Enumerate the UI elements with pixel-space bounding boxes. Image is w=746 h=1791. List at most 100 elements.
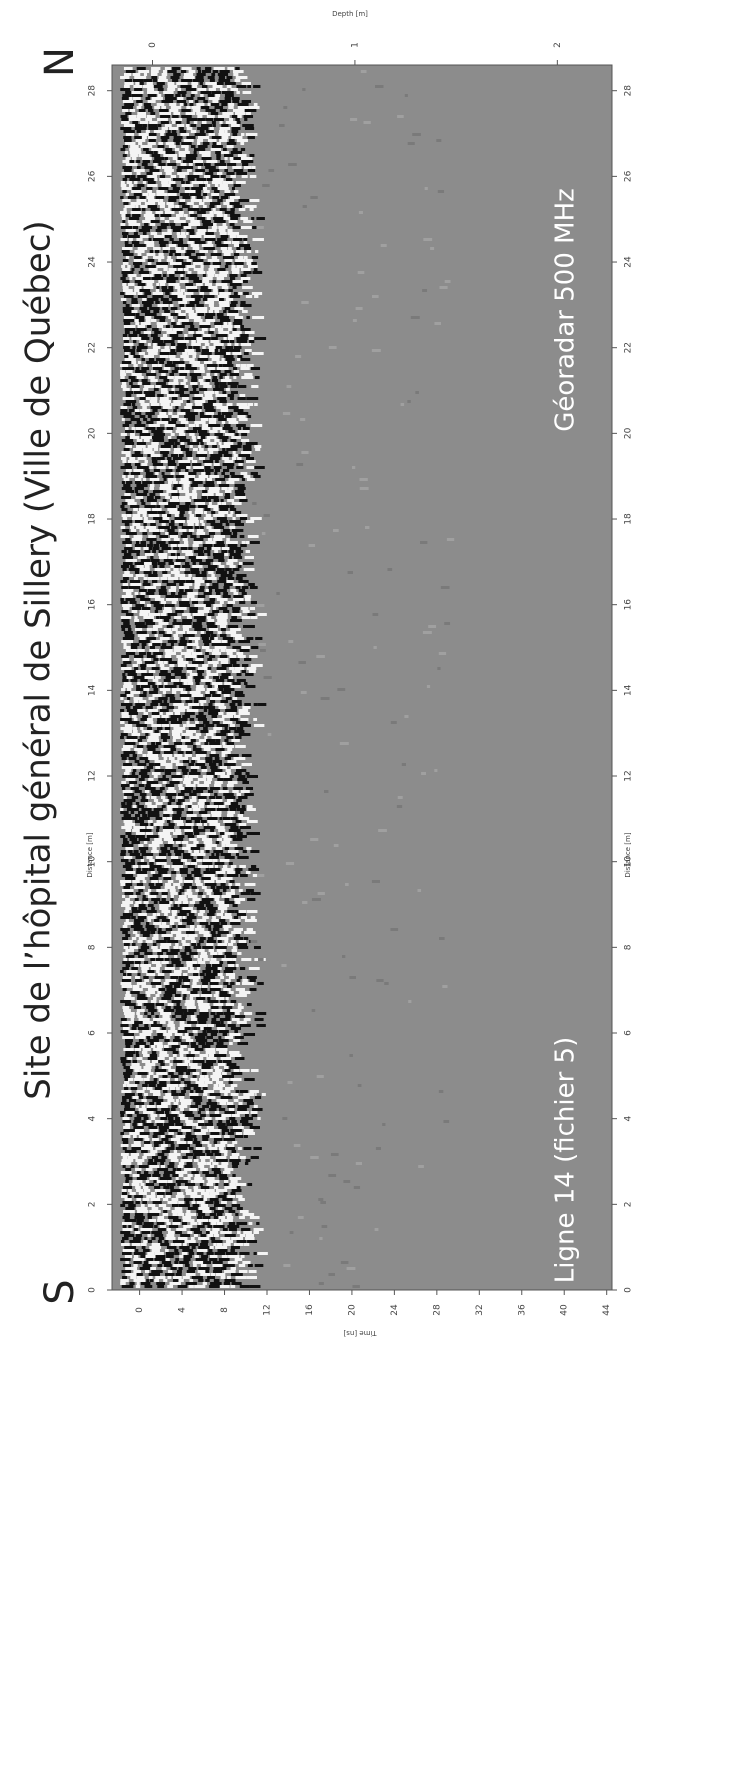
reflection-band [152,508,162,511]
reflection-band [152,256,165,259]
reflection-band [228,571,235,574]
reflection-band [161,898,166,901]
reflection-band [169,223,176,226]
reflection-band [132,523,141,526]
reflection-band [200,382,210,385]
reflection-band [143,1153,156,1156]
reflection-band [121,118,129,121]
reflection-band [228,1210,236,1213]
reflection-band [129,457,136,460]
reflection-band [240,367,250,370]
reflection-band [125,1168,132,1171]
reflection-band [185,286,198,289]
reflection-band [122,220,126,223]
reflection-band [131,967,138,970]
reflection-band [156,1030,167,1033]
reflection-band [217,268,226,271]
reflection-band [126,1111,135,1114]
reflection-band [135,976,140,979]
reflection-band [161,724,170,727]
reflection-band [152,874,162,877]
reflection-band [147,142,156,145]
reflection-band [247,898,256,901]
reflection-band [161,547,171,550]
reflection-band [216,724,229,727]
reflection-band [204,394,213,397]
reflection-band [177,91,187,94]
reflection-band [147,190,152,193]
reflection-band [181,1036,191,1039]
reflection-band [138,784,145,787]
reflection-band [204,391,215,394]
reflection-band [159,1129,168,1132]
reflection-band [208,490,220,493]
reflection-band [159,544,168,547]
reflection-band [163,619,170,622]
reflection-band [246,1003,252,1006]
reflection-band [184,349,195,352]
reflection-band [189,433,195,436]
reflection-band [198,805,205,808]
reflection-band [146,604,152,607]
reflection-band [253,703,258,706]
reflection-band [237,952,242,955]
reflection-band [123,946,129,949]
reflection-band [233,1069,240,1072]
reflection-band [213,727,222,730]
reflection-band [201,745,211,748]
reflection-band [191,1201,196,1204]
reflection-band [213,250,218,253]
reflection-band [245,112,251,115]
reflection-band [147,445,159,448]
reflection-band [240,217,248,220]
reflection-band [136,376,144,379]
reflection-band [231,529,244,532]
reflection-band [122,145,128,148]
reflection-band [192,397,202,400]
reflection-band [169,103,177,106]
reflection-band [192,385,199,388]
reflection-band [184,1138,193,1141]
reflection-band [202,1210,212,1213]
reflection-band [136,484,148,487]
reflection-band [137,916,147,919]
reflection-band [163,634,172,637]
reflection-band [125,652,136,655]
reflection-band [174,742,183,745]
reflection-band [250,424,263,427]
reflection-band [188,529,195,532]
reflection-band [201,121,207,124]
reflection-band [180,223,189,226]
reflection-band [216,616,228,619]
reflection-band [417,889,422,892]
reflection-band [153,1021,157,1024]
reflection-band [140,679,148,682]
reflection-band [193,487,206,490]
reflection-band [171,322,176,325]
reflection-band [240,718,249,721]
reflection-band [160,1117,168,1120]
reflection-band [216,244,229,247]
reflection-band [147,343,151,346]
reflection-band [200,208,211,211]
reflection-band [213,388,224,391]
reflection-band [212,916,216,919]
reflection-band [170,1159,179,1162]
reflection-band [234,262,244,265]
reflection-band [145,412,155,415]
reflection-band [183,76,195,79]
reflection-band [124,1255,133,1258]
reflection-band [192,625,203,628]
reflection-band [196,1216,202,1219]
reflection-band [120,226,133,229]
reflection-band [219,70,230,73]
reflection-band [223,610,230,613]
reflection-band [183,379,188,382]
reflection-band [168,589,176,592]
reflection-band [147,889,152,892]
reflection-band [230,661,237,664]
reflection-band [205,1228,211,1231]
reflection-band [183,883,192,886]
reflection-band [151,742,156,745]
reflection-band [125,991,130,994]
